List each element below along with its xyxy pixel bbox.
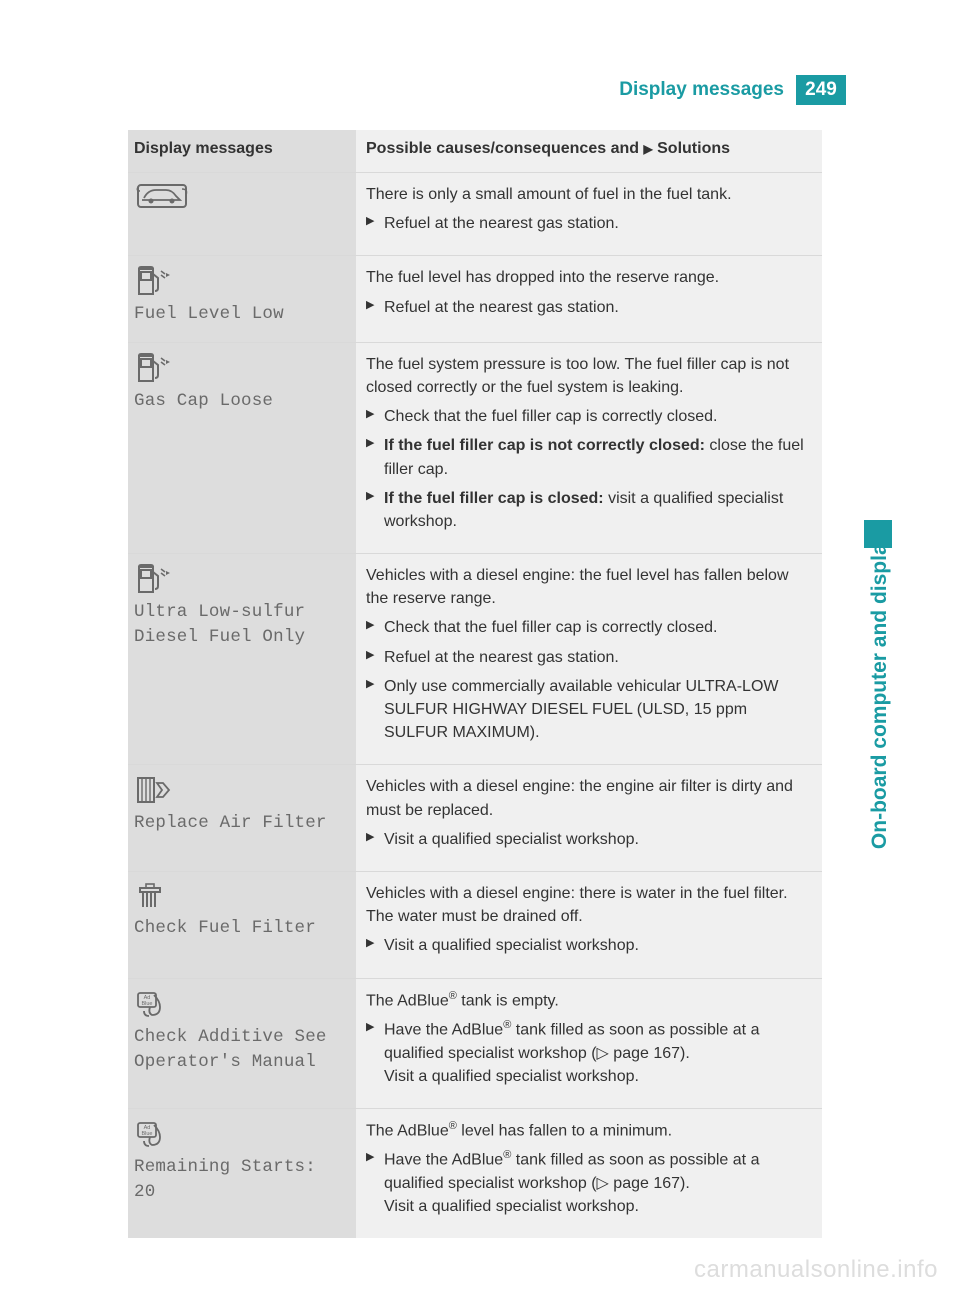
table-row: There is only a small amount of fuel in …: [128, 173, 822, 256]
display-message-cell: Fuel Level Low: [128, 256, 356, 342]
display-message-cell: Gas Cap Loose: [128, 342, 356, 553]
display-message-text: Check Fuel Filter: [134, 916, 344, 941]
display-message-cell: Ultra Low-sulfur Diesel Fuel Only: [128, 554, 356, 765]
table-row: Replace Air Filter Vehicles with a diesel…: [128, 765, 822, 872]
solution-item: Have the AdBlue® tank filled as soon as …: [366, 1018, 812, 1088]
manual-page: Display messages 249 On-board computer a…: [0, 0, 960, 1302]
solution-item: If the fuel filler cap is not correctly …: [366, 434, 812, 480]
solution-item: Only use commercially available vehicula…: [366, 675, 812, 745]
solution-list: Have the AdBlue® tank filled as soon as …: [366, 1018, 812, 1088]
cause-solution-cell: Vehicles with a diesel engine: the fuel …: [356, 554, 822, 765]
solution-item: Refuel at the nearest gas station.: [366, 296, 812, 319]
display-message-cell: Remaining Starts: 20: [128, 1108, 356, 1238]
solutions-marker-icon: ▶: [643, 142, 652, 156]
table-header-row: Display messages Possible causes/consequ…: [128, 130, 822, 173]
cause-solution-cell: The AdBlue® level has fallen to a minimu…: [356, 1108, 822, 1238]
page-header: Display messages 249: [619, 75, 846, 105]
cause-text: The AdBlue® tank is empty.: [366, 989, 812, 1013]
solution-list: Check that the fuel filler cap is correc…: [366, 616, 812, 744]
col-header-right-prefix: Possible causes/consequences and: [366, 140, 643, 157]
solution-list: Refuel at the nearest gas station.: [366, 296, 812, 319]
car-fuel-icon: [136, 183, 344, 211]
solution-item: Refuel at the nearest gas station.: [366, 212, 812, 235]
table-row: Remaining Starts: 20 The AdBlue® level ha…: [128, 1108, 822, 1238]
fuel-filter-icon: [136, 882, 344, 910]
table-row: Check Additive See Operator's ManualThe …: [128, 978, 822, 1108]
solution-item: Visit a qualified specialist workshop.: [366, 934, 812, 957]
cause-text: There is only a small amount of fuel in …: [366, 183, 812, 206]
adblue-icon: [136, 1119, 344, 1149]
solution-item: If the fuel filler cap is closed: visit …: [366, 487, 812, 533]
display-message-cell: Check Additive See Operator's Manual: [128, 978, 356, 1108]
side-tab: On-board computer and displays: [846, 116, 892, 548]
solution-list: Visit a qualified specialist workshop.: [366, 934, 812, 957]
watermark: carmanualsonline.info: [694, 1256, 938, 1284]
solution-list: Refuel at the nearest gas station.: [366, 212, 812, 235]
cause-solution-cell: The AdBlue® tank is empty. Have the AdBlu…: [356, 978, 822, 1108]
display-message-text: Check Additive See Operator's Manual: [134, 1025, 344, 1076]
solution-item: Visit a qualified specialist workshop.: [366, 828, 812, 851]
solution-item: Refuel at the nearest gas station.: [366, 646, 812, 669]
table-row: Ultra Low-sulfur Diesel Fuel Only Vehicle…: [128, 554, 822, 765]
table-row: Gas Cap Loose The fuel system pressure is…: [128, 342, 822, 553]
cause-text: Vehicles with a diesel engine: there is …: [366, 882, 812, 928]
page-number: 249: [796, 75, 846, 105]
air-filter-icon: [136, 775, 344, 805]
cause-text: Vehicles with a diesel engine: the fuel …: [366, 564, 812, 610]
cause-solution-cell: There is only a small amount of fuel in …: [356, 173, 822, 256]
side-tab-label: On-board computer and displays: [868, 520, 892, 849]
display-message-text: Gas Cap Loose: [134, 389, 344, 414]
solution-list: Have the AdBlue® tank filled as soon as …: [366, 1148, 812, 1218]
solution-list: Visit a qualified specialist workshop.: [366, 828, 812, 851]
cause-solution-cell: Vehicles with a diesel engine: there is …: [356, 871, 822, 978]
fuel-pump-icon: [136, 266, 344, 296]
display-message-cell: Replace Air Filter: [128, 765, 356, 872]
col-header-right-suffix: Solutions: [653, 140, 730, 157]
cause-solution-cell: The fuel system pressure is too low. The…: [356, 342, 822, 553]
solution-list: Check that the fuel filler cap is correc…: [366, 405, 812, 533]
cause-text: Vehicles with a diesel engine: the engin…: [366, 775, 812, 821]
col-header-right: Possible causes/consequences and ▶ Solut…: [356, 130, 822, 173]
solution-item: Have the AdBlue® tank filled as soon as …: [366, 1148, 812, 1218]
solution-item: Check that the fuel filler cap is correc…: [366, 405, 812, 428]
table-row: Check Fuel Filter Vehicles with a diesel …: [128, 871, 822, 978]
fuel-pump-icon: [136, 353, 344, 383]
cause-text: The fuel level has dropped into the rese…: [366, 266, 812, 289]
solution-item: Check that the fuel filler cap is correc…: [366, 616, 812, 639]
side-tab-square: [864, 520, 892, 548]
cause-solution-cell: The fuel level has dropped into the rese…: [356, 256, 822, 342]
cause-solution-cell: Vehicles with a diesel engine: the engin…: [356, 765, 822, 872]
cause-text: The AdBlue® level has fallen to a minimu…: [366, 1119, 812, 1143]
col-header-left: Display messages: [128, 130, 356, 173]
display-message-text: Fuel Level Low: [134, 302, 344, 327]
fuel-pump-icon: [136, 564, 344, 594]
display-message-text: Remaining Starts: 20: [134, 1155, 344, 1206]
display-message-text: Ultra Low-sulfur Diesel Fuel Only: [134, 600, 344, 651]
display-message-text: Replace Air Filter: [134, 811, 344, 836]
display-message-cell: [128, 173, 356, 256]
adblue-icon: [136, 989, 344, 1019]
table-row: Fuel Level Low The fuel level has dropped…: [128, 256, 822, 342]
cause-text: The fuel system pressure is too low. The…: [366, 353, 812, 399]
messages-table: Display messages Possible causes/consequ…: [128, 130, 822, 1238]
display-message-cell: Check Fuel Filter: [128, 871, 356, 978]
header-title: Display messages: [619, 79, 796, 101]
